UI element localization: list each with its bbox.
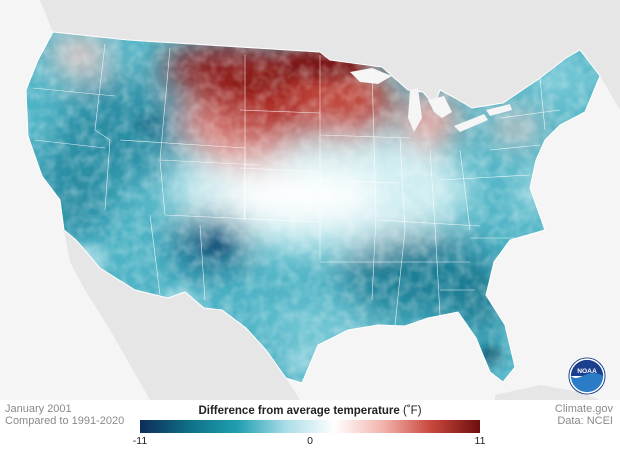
- temperature-anomaly-map: [0, 0, 620, 400]
- color-scale-bar: [140, 420, 480, 433]
- footer: January 2001 Compared to 1991-2020 Diffe…: [0, 400, 620, 450]
- period-label: January 2001: [5, 403, 72, 415]
- scale-mid-label: 0: [307, 435, 313, 447]
- scale-max-label: 11: [474, 435, 486, 447]
- legend-title: Difference from average temperature (˚F): [140, 405, 480, 417]
- baseline-label: Compared to 1991-2020: [5, 415, 125, 427]
- legend-unit: (˚F): [403, 405, 422, 417]
- state-borders: [32, 43, 561, 326]
- us-outline: [25, 31, 601, 384]
- legend-title-text: Difference from average temperature: [198, 405, 400, 417]
- credit-site: Climate.gov: [554, 403, 613, 415]
- credits: Climate.gov Data: NCEI: [555, 403, 613, 427]
- canada-land: [0, 0, 620, 110]
- cuba-land: [495, 385, 600, 400]
- great-lakes: [350, 68, 512, 132]
- credit-data: Data: NCEI: [557, 415, 613, 427]
- noaa-logo: NOAA: [568, 357, 606, 395]
- mexico-land: [64, 230, 300, 400]
- map-metadata: January 2001 Compared to 1991-2020: [5, 403, 124, 427]
- scale-min-label: -11: [132, 435, 148, 447]
- svg-text:NOAA: NOAA: [577, 368, 597, 375]
